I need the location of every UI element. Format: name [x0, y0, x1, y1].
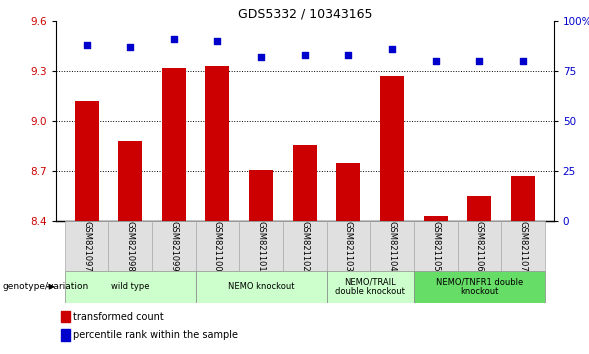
Bar	[249, 170, 273, 221]
Text: GSM821101: GSM821101	[257, 221, 266, 272]
Bar	[468, 196, 491, 221]
Point	[475, 58, 484, 64]
FancyBboxPatch shape	[327, 221, 370, 271]
Text: NEMO knockout: NEMO knockout	[228, 282, 294, 291]
Text: GSM821104: GSM821104	[388, 221, 396, 272]
Bar	[423, 216, 448, 221]
Text: GSM821107: GSM821107	[518, 221, 528, 272]
FancyBboxPatch shape	[370, 221, 414, 271]
FancyBboxPatch shape	[196, 271, 327, 303]
Bar	[380, 76, 404, 221]
Text: GSM821106: GSM821106	[475, 221, 484, 272]
Title: GDS5332 / 10343165: GDS5332 / 10343165	[237, 7, 372, 20]
FancyBboxPatch shape	[108, 221, 152, 271]
FancyBboxPatch shape	[414, 271, 545, 303]
FancyBboxPatch shape	[414, 221, 458, 271]
Bar	[61, 311, 70, 322]
FancyBboxPatch shape	[501, 221, 545, 271]
Point	[125, 44, 135, 50]
Bar	[162, 68, 186, 221]
FancyBboxPatch shape	[283, 221, 327, 271]
Text: genotype/variation: genotype/variation	[3, 282, 89, 291]
Bar	[61, 330, 70, 341]
FancyBboxPatch shape	[196, 221, 239, 271]
Point	[388, 46, 397, 52]
FancyBboxPatch shape	[458, 221, 501, 271]
Point	[82, 42, 91, 48]
Point	[431, 58, 441, 64]
Text: NEMO/TRAIL
double knockout: NEMO/TRAIL double knockout	[335, 277, 405, 296]
Point	[256, 55, 266, 60]
Bar	[293, 144, 317, 221]
Text: GSM821105: GSM821105	[431, 221, 441, 272]
Text: NEMO/TNFR1 double
knockout: NEMO/TNFR1 double knockout	[436, 277, 523, 296]
Text: GSM821099: GSM821099	[169, 221, 178, 272]
Text: transformed count: transformed count	[74, 312, 164, 322]
Text: wild type: wild type	[111, 282, 150, 291]
Bar	[75, 101, 98, 221]
Point	[300, 52, 310, 58]
Point	[213, 38, 222, 44]
FancyBboxPatch shape	[152, 221, 196, 271]
Text: GSM821103: GSM821103	[344, 221, 353, 272]
Bar	[511, 176, 535, 221]
Text: GSM821097: GSM821097	[82, 221, 91, 272]
Bar	[336, 163, 360, 221]
FancyBboxPatch shape	[65, 271, 196, 303]
FancyBboxPatch shape	[65, 221, 108, 271]
Text: GSM821100: GSM821100	[213, 221, 222, 272]
FancyBboxPatch shape	[327, 271, 414, 303]
Point	[518, 58, 528, 64]
Bar	[206, 66, 230, 221]
Point	[344, 52, 353, 58]
FancyBboxPatch shape	[239, 221, 283, 271]
Bar	[118, 141, 142, 221]
Text: GSM821102: GSM821102	[300, 221, 309, 272]
Text: GSM821098: GSM821098	[125, 221, 135, 272]
Point	[169, 36, 178, 42]
Text: percentile rank within the sample: percentile rank within the sample	[74, 330, 239, 340]
